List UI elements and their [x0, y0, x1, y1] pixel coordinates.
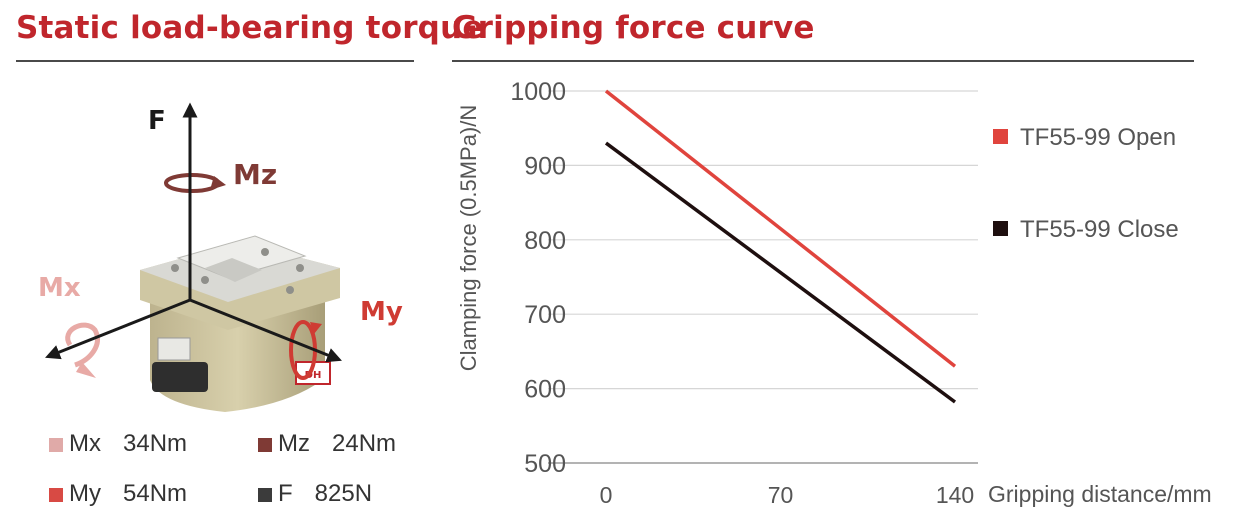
- legend-item-close: TF55-99 Close: [993, 216, 1179, 244]
- y-tick-label: 600: [524, 376, 566, 404]
- spec-item-f: F 825N: [258, 480, 372, 508]
- x-tick-label: 140: [936, 482, 974, 508]
- spec-name: My: [69, 480, 101, 507]
- spec-item-mx: Mx 34Nm: [49, 430, 187, 458]
- svg-text:DH: DH: [305, 370, 322, 381]
- spec-name: Mx: [69, 430, 101, 457]
- spec-value: 825N: [314, 480, 373, 507]
- series-line-close: [604, 141, 957, 404]
- x-tick-label: 0: [600, 482, 613, 508]
- y-tick-label: 700: [524, 301, 566, 329]
- legend-label-open: TF55-99 Open: [1020, 124, 1177, 151]
- spec-value: 54Nm: [123, 480, 188, 507]
- divider-left: [16, 60, 414, 62]
- divider-right: [452, 60, 1194, 62]
- section-title-force-curve: Gripping force curve: [452, 10, 815, 46]
- spec-value: 34Nm: [123, 430, 188, 457]
- force-axes: [45, 102, 342, 363]
- swatch-mx: [49, 438, 63, 452]
- y-tick-label: 1000: [510, 78, 566, 106]
- legend-swatch-close: [993, 221, 1008, 236]
- swatch-mz: [258, 438, 272, 452]
- swatch-my: [49, 488, 63, 502]
- mx-rotation-arrow-icon: [65, 322, 100, 378]
- x-tick-label: 70: [768, 482, 794, 508]
- gripper-illustration: DH F Mz Mx My: [38, 102, 403, 412]
- section-title-torque: Static load-bearing torque: [16, 10, 484, 46]
- legend-label-close: TF55-99 Close: [1020, 216, 1179, 243]
- y-tick-label: 500: [524, 450, 566, 478]
- spec-name: Mz: [278, 430, 310, 457]
- axis-label-mz: Mz: [233, 158, 277, 191]
- legend-item-open: TF55-99 Open: [993, 124, 1176, 152]
- mz-rotation-arrow-icon: [164, 173, 226, 193]
- y-tick-label: 800: [524, 227, 566, 255]
- force-chart: 500 600 700 800 900 1000 0 70 140: [510, 78, 978, 508]
- axis-label-mx: Mx: [38, 273, 81, 303]
- y-tick-label: 900: [524, 152, 566, 180]
- x-axis-label: Gripping distance/mm: [988, 481, 1212, 507]
- legend-swatch-open: [993, 129, 1008, 144]
- axis-label-f: F: [148, 106, 166, 136]
- swatch-f: [258, 488, 272, 502]
- axis-label-my: My: [360, 297, 403, 327]
- series-line-open: [604, 89, 957, 368]
- spec-value: 24Nm: [332, 430, 397, 457]
- spec-item-my: My 54Nm: [49, 480, 187, 508]
- spec-name: F: [278, 480, 293, 507]
- spec-item-mz: Mz 24Nm: [258, 430, 396, 458]
